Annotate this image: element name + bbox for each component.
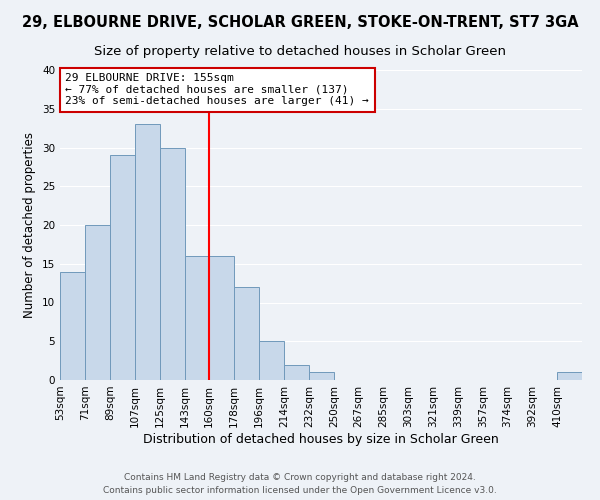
Bar: [85, 225, 110, 380]
Bar: [309, 372, 334, 380]
Y-axis label: Number of detached properties: Number of detached properties: [23, 132, 37, 318]
Bar: [60, 272, 85, 380]
Bar: [160, 148, 185, 380]
Bar: [185, 256, 211, 380]
Text: Size of property relative to detached houses in Scholar Green: Size of property relative to detached ho…: [94, 45, 506, 58]
Text: Contains HM Land Registry data © Crown copyright and database right 2024.: Contains HM Land Registry data © Crown c…: [124, 474, 476, 482]
Bar: [110, 155, 135, 380]
Text: 29, ELBOURNE DRIVE, SCHOLAR GREEN, STOKE-ON-TRENT, ST7 3GA: 29, ELBOURNE DRIVE, SCHOLAR GREEN, STOKE…: [22, 15, 578, 30]
X-axis label: Distribution of detached houses by size in Scholar Green: Distribution of detached houses by size …: [143, 432, 499, 446]
Bar: [135, 124, 160, 380]
Bar: [259, 341, 284, 380]
Bar: [209, 256, 234, 380]
Text: Contains public sector information licensed under the Open Government Licence v3: Contains public sector information licen…: [103, 486, 497, 495]
Bar: [234, 287, 259, 380]
Bar: [557, 372, 582, 380]
Text: 29 ELBOURNE DRIVE: 155sqm
← 77% of detached houses are smaller (137)
23% of semi: 29 ELBOURNE DRIVE: 155sqm ← 77% of detac…: [65, 73, 369, 106]
Bar: [284, 364, 309, 380]
